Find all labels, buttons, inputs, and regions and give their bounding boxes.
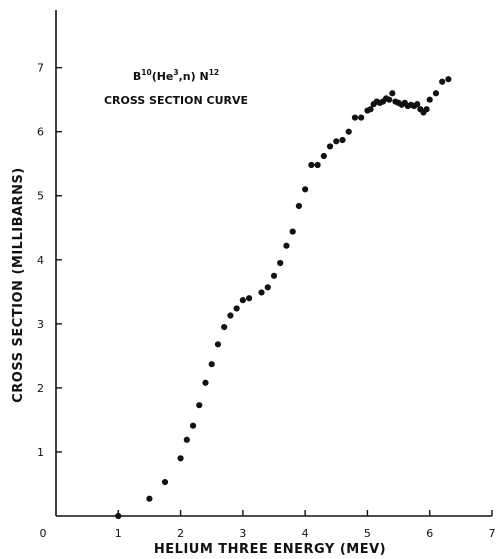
- data-point: [345, 128, 352, 135]
- data-point: [239, 297, 246, 304]
- x-tick-label: 2: [177, 527, 184, 540]
- y-axis-title: CROSS SECTION (MILLIBARNS): [11, 167, 26, 403]
- data-point: [445, 76, 452, 83]
- data-point: [414, 101, 421, 108]
- data-point: [258, 289, 265, 296]
- x-tick-label: 4: [302, 527, 309, 540]
- data-point: [196, 402, 203, 409]
- data-point: [233, 305, 240, 312]
- data-point: [423, 106, 430, 113]
- data-point: [208, 361, 215, 368]
- data-point: [308, 161, 315, 169]
- annotation-text: ,n) N: [179, 70, 209, 83]
- data-point: [389, 90, 396, 97]
- data-point: [227, 312, 234, 319]
- x-tick-label: 3: [239, 527, 246, 540]
- data-point: [183, 436, 190, 443]
- data-point: [245, 295, 253, 302]
- y-tick-label: 1: [37, 446, 44, 459]
- data-point: [314, 161, 321, 169]
- y-tick-label: 4: [37, 254, 44, 267]
- data-point: [202, 379, 209, 386]
- data-point: [320, 152, 327, 160]
- data-point: [161, 478, 169, 486]
- data-point: [358, 114, 365, 121]
- x-tick-label: 7: [489, 527, 496, 540]
- x-tick-label: 6: [426, 527, 433, 540]
- data-point: [264, 284, 271, 291]
- annotation-text: B: [133, 70, 141, 83]
- data-point: [289, 228, 296, 235]
- x-tick-label: 1: [115, 527, 122, 540]
- data-point: [326, 143, 334, 150]
- data-point: [283, 242, 290, 249]
- data-point: [333, 138, 340, 145]
- x-tick-label: 5: [364, 527, 371, 540]
- annotation-subtitle: CROSS SECTION CURVE: [104, 94, 248, 107]
- data-point: [270, 272, 278, 279]
- data-point: [221, 323, 228, 331]
- y-tick-label: 7: [37, 62, 44, 75]
- y-tick-label: 2: [37, 382, 44, 395]
- data-point: [386, 96, 393, 103]
- y-tick-label: 5: [37, 190, 44, 203]
- data-point: [177, 455, 184, 462]
- x-tick-label: 0: [40, 527, 47, 540]
- data-point: [214, 341, 222, 348]
- data-point: [189, 422, 197, 429]
- data-point: [339, 136, 346, 144]
- data-point: [277, 259, 284, 267]
- y-tick-label: 3: [37, 318, 44, 331]
- data-point: [351, 114, 359, 121]
- data-points: [115, 76, 452, 520]
- data-point: [426, 96, 433, 103]
- data-point: [432, 90, 440, 97]
- x-axis-title: HELIUM THREE ENERGY (MEV): [154, 542, 386, 557]
- data-point: [295, 202, 303, 210]
- data-point: [302, 186, 309, 193]
- data-point: [115, 512, 122, 520]
- annotation-title: B10(He3,n) N12: [133, 68, 219, 83]
- annotation-superscript: 12: [209, 68, 219, 77]
- annotation-superscript: 10: [141, 68, 151, 77]
- data-point: [146, 495, 153, 502]
- data-point: [439, 78, 446, 85]
- annotation-text: (He: [152, 70, 174, 83]
- data-point: [367, 106, 374, 113]
- annotation-superscript: 3: [173, 68, 178, 77]
- y-tick-label: 6: [37, 126, 44, 139]
